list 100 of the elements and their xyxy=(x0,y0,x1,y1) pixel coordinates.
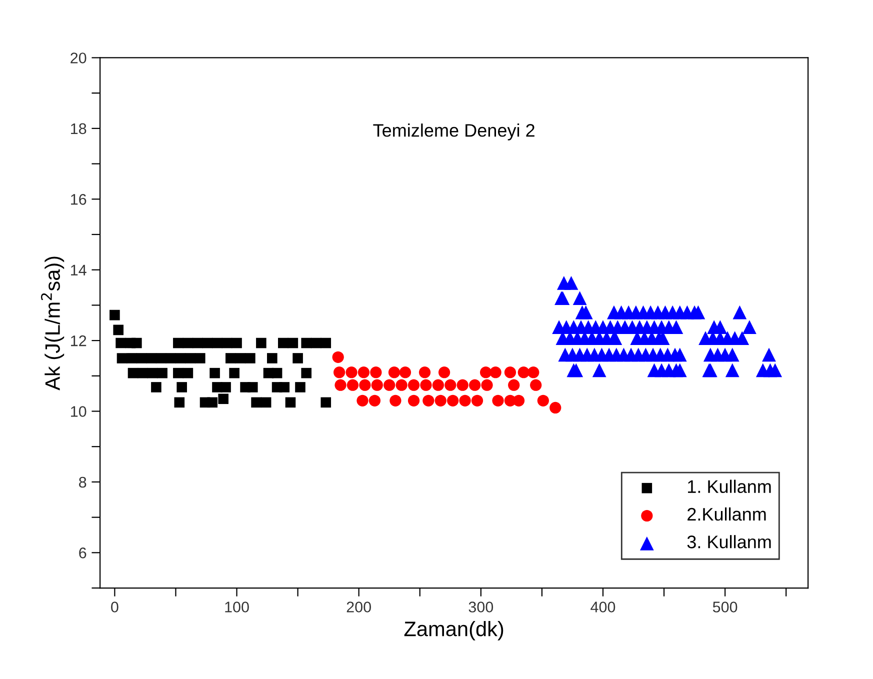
point xyxy=(408,394,420,406)
point xyxy=(202,338,213,348)
point xyxy=(530,379,542,391)
x-tick-label: 200 xyxy=(346,602,371,612)
y-tick-label: 10 xyxy=(71,406,86,417)
y-tick-label: 6 xyxy=(79,548,86,558)
point xyxy=(333,366,346,378)
point xyxy=(132,338,142,348)
point xyxy=(422,394,434,406)
point xyxy=(126,353,137,364)
point xyxy=(116,353,128,364)
point xyxy=(310,338,322,348)
point xyxy=(346,366,358,378)
point xyxy=(235,353,246,364)
point xyxy=(481,379,493,391)
y-axis-title: Ak (J(L/m$^{2}$sa)) xyxy=(40,256,64,390)
point xyxy=(147,368,158,378)
point xyxy=(346,379,359,391)
point xyxy=(136,353,147,364)
point xyxy=(301,338,312,348)
point xyxy=(301,368,312,378)
point xyxy=(194,353,206,364)
x-tick-label: 0 xyxy=(111,602,118,612)
point xyxy=(288,338,298,348)
point xyxy=(229,368,240,378)
point xyxy=(480,366,492,378)
point xyxy=(550,402,562,414)
y-tick-label: 8 xyxy=(79,476,86,488)
point xyxy=(285,397,296,408)
point xyxy=(128,368,138,378)
point xyxy=(492,394,504,406)
point xyxy=(226,353,236,364)
point xyxy=(384,379,396,391)
point xyxy=(459,394,471,406)
point xyxy=(175,353,186,364)
point xyxy=(418,366,431,378)
point xyxy=(434,394,446,406)
y-tick-label: 14 xyxy=(71,264,86,276)
point xyxy=(110,310,120,320)
point xyxy=(332,351,344,363)
point xyxy=(156,353,166,364)
point xyxy=(220,382,231,392)
point xyxy=(508,379,520,391)
point xyxy=(358,366,370,378)
point xyxy=(116,338,126,348)
point xyxy=(182,368,194,378)
point xyxy=(456,379,468,391)
y-tick-label: 20 xyxy=(70,52,86,64)
point xyxy=(444,379,456,391)
point xyxy=(396,379,408,391)
x-axis-title: Zaman(dk) xyxy=(404,621,504,640)
point xyxy=(504,366,516,378)
point xyxy=(432,379,444,391)
point xyxy=(207,397,218,408)
x-tick-label: 100 xyxy=(225,602,249,612)
point xyxy=(438,366,450,378)
x-tick-label: 400 xyxy=(590,602,616,612)
point xyxy=(113,324,124,336)
point xyxy=(320,338,332,348)
point xyxy=(471,394,484,406)
point xyxy=(320,397,332,408)
x-tick-label: 500 xyxy=(712,602,738,612)
legend-label: 1. Kullanm xyxy=(688,480,771,494)
point xyxy=(151,382,162,392)
text: Temizleme Deneyi 2 xyxy=(373,124,534,140)
point xyxy=(192,338,203,348)
point xyxy=(370,366,382,378)
point xyxy=(278,338,288,348)
point xyxy=(146,353,156,364)
point xyxy=(218,394,228,404)
point xyxy=(166,353,176,364)
point xyxy=(173,368,184,378)
point xyxy=(279,382,290,392)
point xyxy=(138,368,148,378)
point xyxy=(292,353,303,364)
legend-label: 2.Kullanm xyxy=(688,507,766,521)
point xyxy=(185,353,196,364)
point xyxy=(490,366,502,378)
point xyxy=(256,338,266,348)
point xyxy=(537,394,549,406)
point xyxy=(468,379,481,391)
point xyxy=(176,382,187,392)
point xyxy=(368,394,381,406)
point xyxy=(182,338,194,348)
point xyxy=(334,379,346,391)
point xyxy=(359,379,371,391)
point xyxy=(251,397,262,408)
point xyxy=(388,366,400,378)
point xyxy=(260,397,272,408)
point xyxy=(295,382,306,392)
point xyxy=(408,379,420,391)
point xyxy=(356,394,368,406)
point xyxy=(247,382,258,392)
point xyxy=(222,338,232,348)
point xyxy=(447,394,459,406)
point xyxy=(371,379,383,391)
y-tick-label: 16 xyxy=(71,194,86,205)
point xyxy=(518,366,530,378)
point xyxy=(267,353,278,364)
point xyxy=(173,338,184,348)
